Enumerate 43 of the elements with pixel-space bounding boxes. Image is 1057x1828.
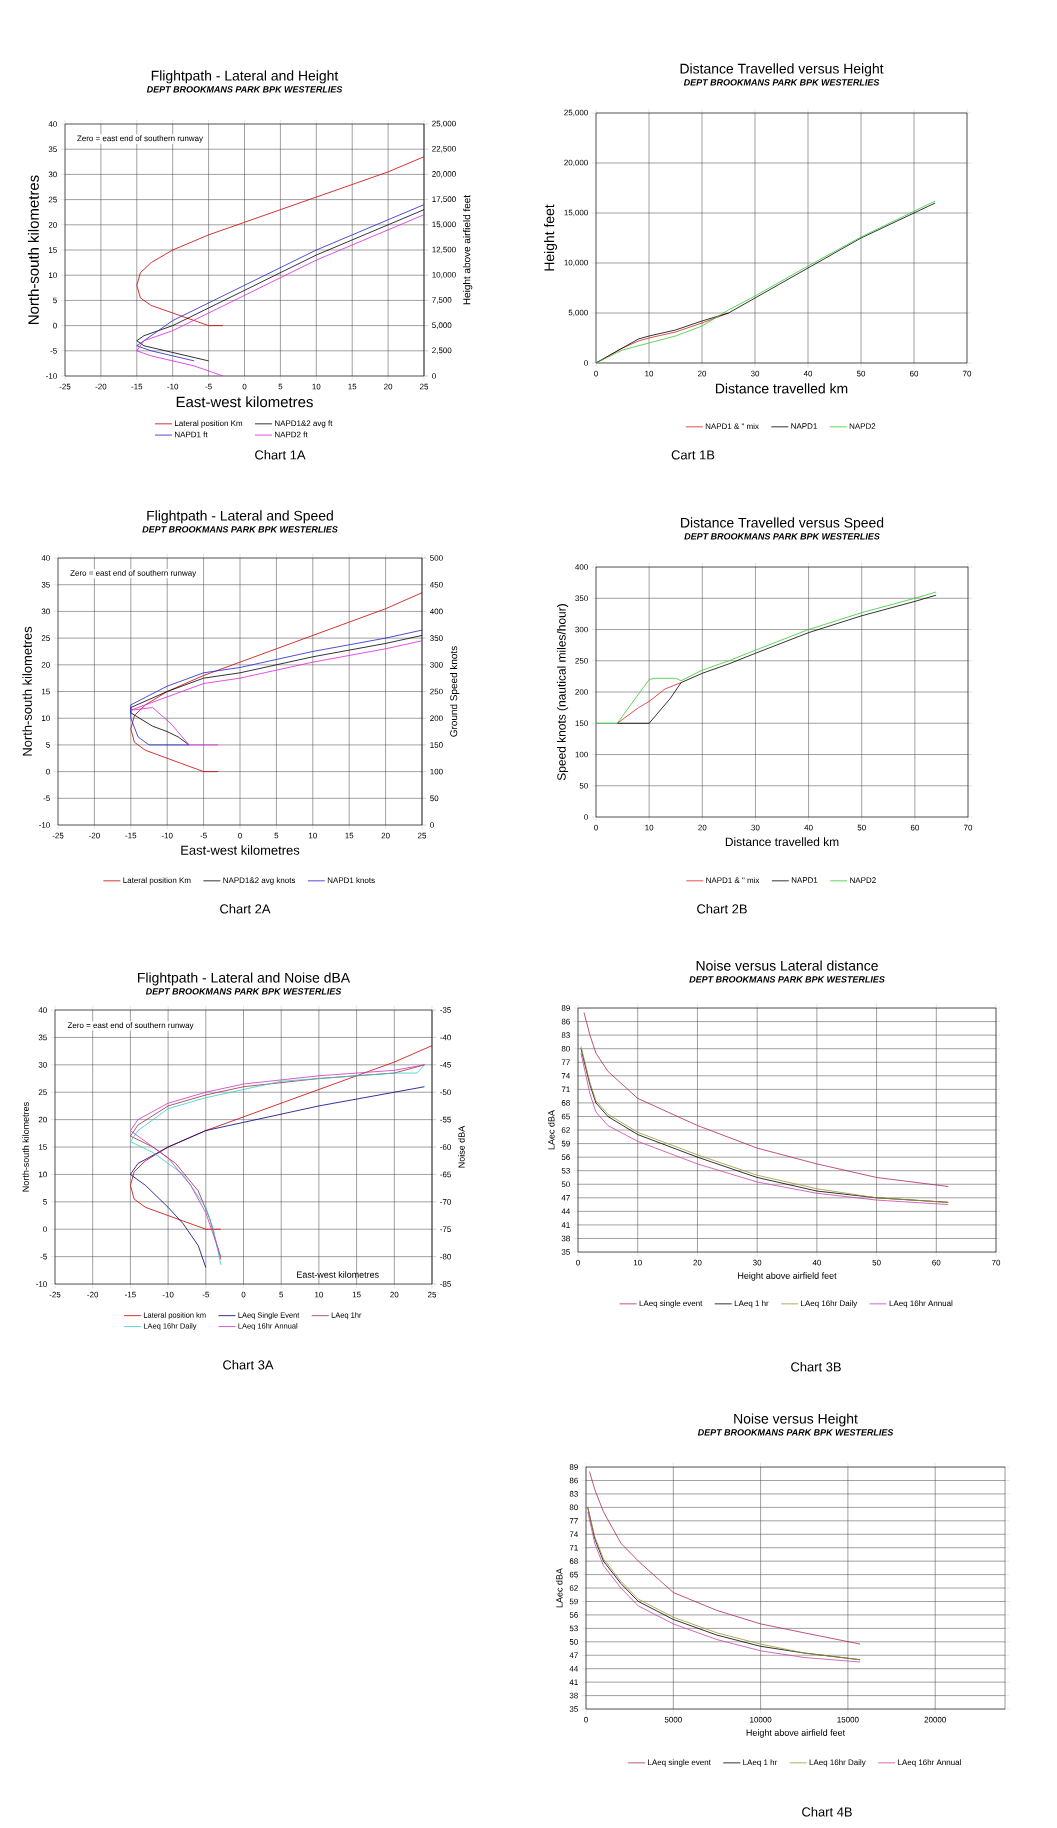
line-series bbox=[130, 592, 423, 773]
chart-title: Distance Travelled versus Height bbox=[680, 63, 884, 77]
caption: Chart 1A bbox=[255, 449, 306, 460]
line-series bbox=[616, 682, 682, 724]
x-axis-title: Height above airfield feet bbox=[738, 1272, 837, 1281]
y2-axis-title: Noise dBA bbox=[458, 1125, 465, 1168]
chart-title: Noise versus Height bbox=[734, 1413, 858, 1427]
y-axis-title: LAec dBA bbox=[547, 1110, 555, 1150]
chart-subtitle: DEPT BROOKMANS PARK BPK WESTERLIES bbox=[697, 1429, 894, 1436]
x-axis-title: East-west kilometres bbox=[297, 1271, 379, 1278]
caption: Chart 3B bbox=[791, 1361, 841, 1372]
line-series bbox=[589, 1471, 861, 1645]
caption: Chart 4B bbox=[802, 1806, 852, 1817]
chart-subtitle: DEPT BROOKMANS PARK BPK WESTERLIES bbox=[684, 533, 880, 540]
y-axis-title: North-south kilometres bbox=[27, 175, 39, 324]
y-axis-title: North-south kilometres bbox=[22, 626, 32, 756]
y-axis-title: Speed knots (nautical miles/hour) bbox=[556, 604, 569, 781]
y2-axis-title: Height above airfield feet bbox=[463, 194, 473, 305]
chart-title: Flightpath - Lateral and Height bbox=[151, 70, 339, 84]
caption: Chart 2B bbox=[697, 903, 747, 914]
caption: Chart 2A bbox=[220, 903, 271, 914]
y2-axis-title: Ground Speed knots bbox=[449, 646, 460, 737]
line-series bbox=[136, 156, 425, 327]
chart-subtitle: DEPT BROOKMANS PARK BPK WESTERLIES bbox=[683, 79, 880, 86]
y-axis-title: North-south kilometres bbox=[22, 1102, 29, 1192]
line-series bbox=[583, 1012, 949, 1187]
chart-title: Flightpath - Lateral and Noise dBA bbox=[138, 972, 351, 986]
chart-title: Noise versus Lateral distance bbox=[696, 960, 878, 971]
x-axis-title: Distance travelled km bbox=[725, 837, 839, 847]
text: Cart 1B bbox=[671, 450, 715, 460]
chart-subtitle: DEPT BROOKMANS PARK BPK WESTERLIES bbox=[145, 988, 342, 995]
x-axis-title: Height above airfield feet bbox=[746, 1729, 846, 1738]
x-axis-title: East-west kilometres bbox=[181, 845, 300, 855]
y-axis-title: Height feet bbox=[544, 204, 558, 271]
x-axis-title: East-west kilometres bbox=[176, 396, 313, 408]
chart-subtitle: DEPT BROOKMANS PARK BPK WESTERLIES bbox=[142, 526, 338, 533]
y-axis-title: LAec dBA bbox=[555, 1568, 563, 1608]
chart-subtitle: DEPT BROOKMANS PARK BPK WESTERLIES bbox=[146, 86, 343, 93]
x-axis-title: Distance travelled km bbox=[715, 383, 848, 394]
chart-title: Flightpath - Lateral and Speed bbox=[147, 510, 333, 524]
chart-subtitle: DEPT BROOKMANS PARK BPK WESTERLIES bbox=[689, 976, 885, 983]
chart-title: Distance Travelled versus Speed bbox=[681, 517, 884, 531]
caption: Chart 3A bbox=[223, 1359, 274, 1370]
